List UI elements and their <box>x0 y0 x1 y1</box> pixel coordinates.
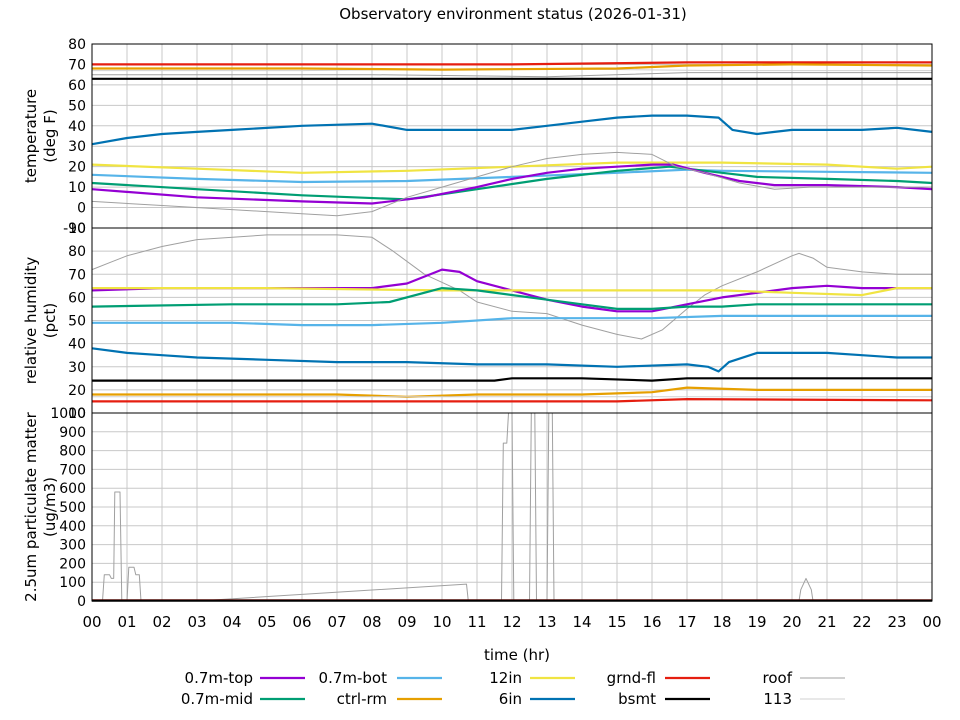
series-line-grnd <box>92 398 933 403</box>
legend-label-roof: roof <box>763 669 793 687</box>
x-tick-label: 18 <box>712 613 731 631</box>
y-tick-label: 900 <box>59 425 86 441</box>
y-tick-label: 400 <box>59 519 86 535</box>
x-tick-label: 00 <box>82 613 101 631</box>
y-tick-label: 800 <box>59 444 86 460</box>
panel-1: 80 70 60 50 40 30 20 10 0 -10 temperature (deg F) <box>22 37 933 237</box>
series-line-grnd <box>92 61 932 66</box>
x-axis-ticks: 00 01 02 03 04 05 06 07 08 09 10 11 12 13 14 15 16 17 18 19… <box>82 613 941 631</box>
x-tick-label: 16 <box>642 613 661 631</box>
x-tick-label: 02 <box>152 613 171 631</box>
series-line-bot <box>92 314 932 327</box>
x-tick-label: 12 <box>502 613 521 631</box>
x-tick-label: 13 <box>537 613 556 631</box>
x-tick-label: 08 <box>362 613 381 631</box>
y-tick-label: 50 <box>68 314 86 330</box>
x-tick-label: 15 <box>607 613 626 631</box>
legend-label-grnd: grnd-fl <box>607 669 656 687</box>
series-line-bot <box>91 168 933 184</box>
y-tick-label: -10 <box>63 221 86 237</box>
series-line-mid <box>91 165 933 201</box>
legend-label-s113: 113 <box>763 690 792 708</box>
y-tick-label: 300 <box>59 538 86 554</box>
y-tick-label: 60 <box>68 78 86 94</box>
y-axis-label: 2.5um particulate matter <box>22 411 40 601</box>
x-tick-label: 01 <box>117 613 136 631</box>
y-tick-label: 60 <box>68 290 86 306</box>
legend-label-in6: 6in <box>499 690 522 708</box>
series-line-ctrl <box>92 63 933 71</box>
y-axis-label: (ug/m3) <box>41 477 59 537</box>
x-tick-label: 21 <box>817 613 836 631</box>
series-line-roof <box>91 234 932 340</box>
y-tick-label: 40 <box>68 337 86 353</box>
x-tick-label: 14 <box>572 613 591 631</box>
series-line-in6 <box>91 347 932 373</box>
y-tick-label: 600 <box>59 481 86 497</box>
chart-title: Observatory environment status (2026-01-… <box>339 5 687 23</box>
series-line-ctrl <box>92 386 932 398</box>
y-tick-label: 20 <box>68 160 86 176</box>
x-tick-label: 09 <box>397 613 416 631</box>
x-tick-label: 23 <box>887 613 906 631</box>
series-line-roof <box>91 151 932 217</box>
x-tick-label: 17 <box>677 613 696 631</box>
legend-label-top: 0.7m-top <box>185 669 253 687</box>
legend-label-bsmt: bsmt <box>618 690 656 708</box>
x-tick-label: 05 <box>257 613 276 631</box>
legend: 0.7m-top 0.7m-bot 12in grnd-fl roof 0.7m-mid c… <box>181 669 845 708</box>
legend-label-in12: 12in <box>489 669 522 687</box>
x-tick-label: 07 <box>327 613 346 631</box>
x-tick-label: 20 <box>782 613 801 631</box>
y-tick-label: 70 <box>68 267 86 283</box>
y-tick-label: 50 <box>68 98 86 114</box>
y-tick-label: 30 <box>68 360 86 376</box>
series-line-in12 <box>92 287 932 297</box>
y-tick-label: 100 <box>59 575 86 591</box>
y-axis-label: temperature <box>22 89 40 183</box>
y-axis-label: relative humidity <box>22 257 40 385</box>
series-line-roof <box>92 412 932 602</box>
x-tick-label: 04 <box>222 613 241 631</box>
panel-2: 90 80 70 60 50 40 30 20 10 relative humidity (pct) <box>22 221 933 422</box>
x-tick-label: 19 <box>747 613 766 631</box>
y-tick-label: 0 <box>77 594 86 610</box>
x-tick-label: 22 <box>852 613 871 631</box>
x-tick-label: 06 <box>292 613 311 631</box>
legend-label-mid: 0.7m-mid <box>181 690 253 708</box>
x-tick-label: 10 <box>432 613 451 631</box>
series-line-bsmt <box>92 377 932 382</box>
series-line-mid <box>91 287 932 310</box>
panel-frame <box>91 412 933 602</box>
y-tick-label: 20 <box>68 383 86 399</box>
y-tick-label: 70 <box>68 57 86 73</box>
series-line-roof <box>92 72 932 78</box>
y-tick-label: 1000 <box>50 406 86 422</box>
series-line-in6 <box>91 114 933 146</box>
series-line-in12 <box>91 161 933 174</box>
series-line-top <box>91 163 933 205</box>
y-tick-label: 40 <box>68 119 86 135</box>
y-tick-label: 90 <box>68 221 86 237</box>
y-axis-label: (pct) <box>41 303 59 338</box>
x-axis-label: time (hr) <box>484 646 550 664</box>
x-tick-label: 00 <box>922 613 941 631</box>
y-tick-label: 200 <box>59 556 86 572</box>
y-tick-label: 0 <box>77 201 86 217</box>
y-tick-label: 80 <box>68 37 86 53</box>
x-tick-label: 11 <box>467 613 486 631</box>
y-tick-label: 10 <box>68 406 86 422</box>
y-tick-label: 500 <box>59 500 86 516</box>
y-axis-label: (deg F) <box>41 109 59 162</box>
y-tick-label: 80 <box>68 244 86 260</box>
legend-label-bot: 0.7m-bot <box>319 669 388 687</box>
y-tick-label: 700 <box>59 462 86 478</box>
y-tick-label: 10 <box>68 180 86 196</box>
legend-label-ctrl: ctrl-rm <box>337 690 387 708</box>
x-tick-label: 03 <box>187 613 206 631</box>
y-tick-label: 30 <box>68 139 86 155</box>
